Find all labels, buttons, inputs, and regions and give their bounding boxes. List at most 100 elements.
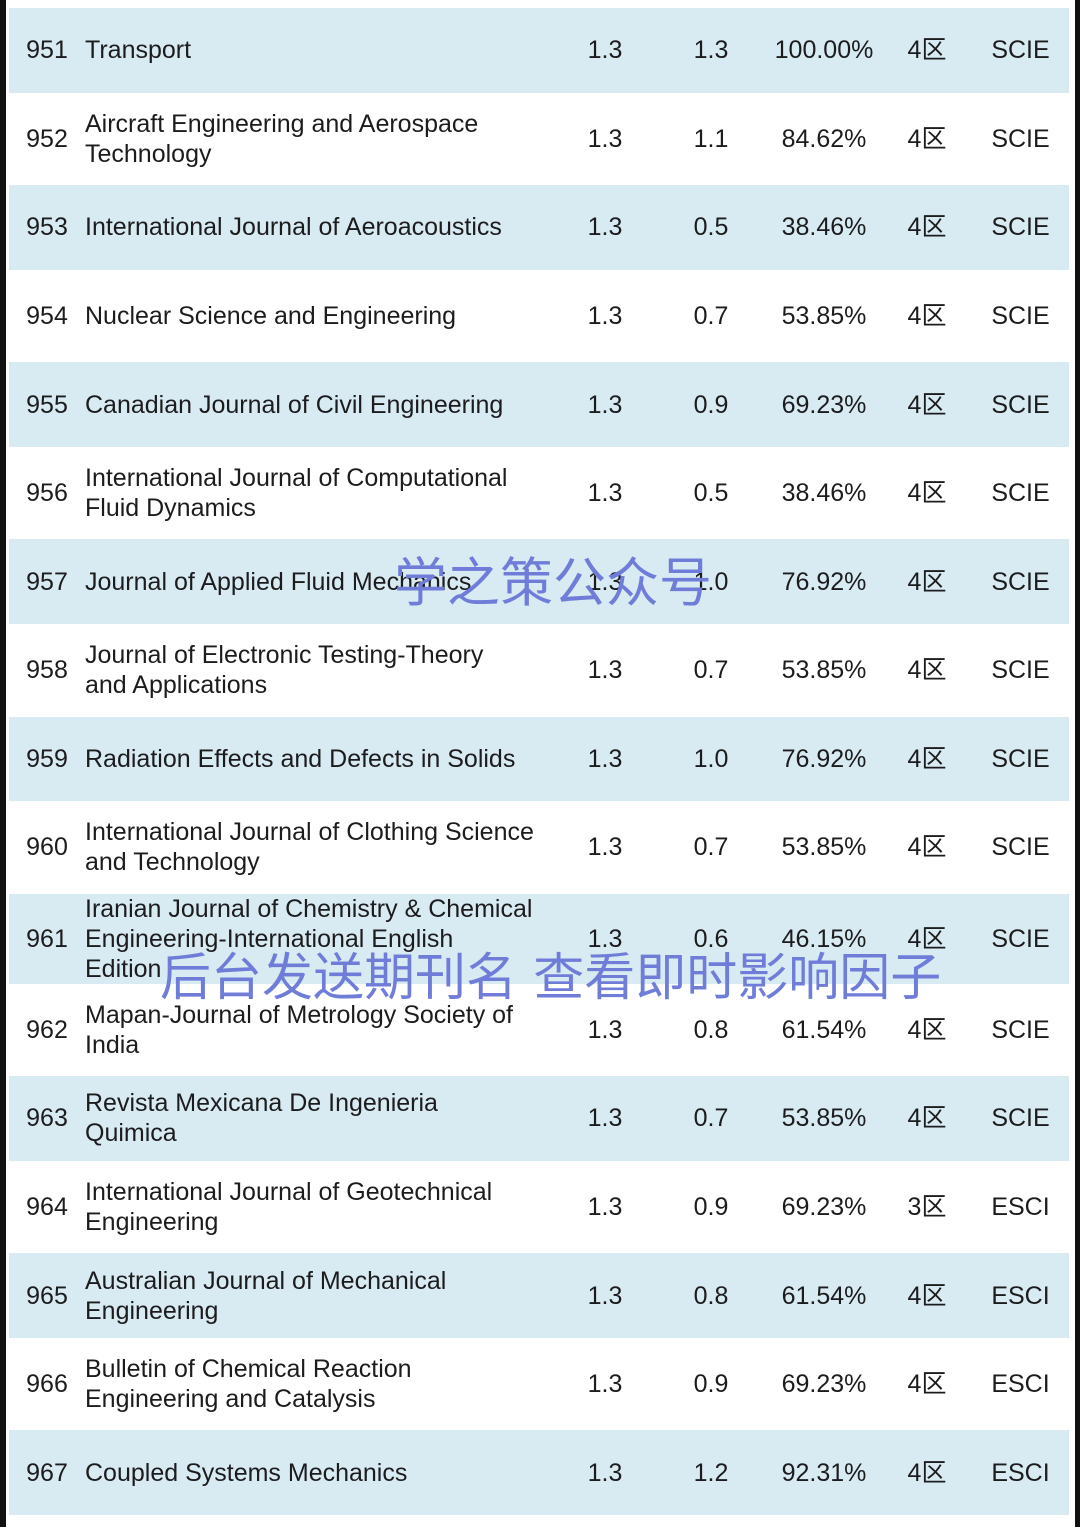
quartile-cell: 4区 (907, 1104, 947, 1133)
percent-cell: 38.46% (781, 479, 867, 508)
index-cell: SCIE (991, 656, 1050, 685)
secondary-if-cell: 0.8 (693, 1281, 729, 1310)
index-cell: SCIE (991, 924, 1050, 953)
journal-name-cell: Nuclear Science and Engineering (85, 301, 457, 330)
table-row: 955 Canadian Journal of Civil Engineerin… (6, 360, 1075, 449)
percent-cell: 53.85% (781, 301, 867, 330)
secondary-if-cell: 1.0 (693, 567, 729, 596)
percent-cell: 53.85% (781, 656, 867, 685)
quartile-cell: 4区 (907, 36, 947, 65)
table-row: 964 International Journal of Geotechnica… (6, 1162, 1075, 1252)
index-cell: SCIE (991, 1015, 1050, 1044)
percent-cell: 46.15% (781, 924, 867, 953)
index-cell: SCIE (991, 833, 1050, 862)
index-cell: ESCI (991, 1458, 1050, 1487)
rank-cell: 955 (26, 390, 68, 419)
quartile-cell: 4区 (907, 1281, 947, 1310)
rank-cell: 964 (26, 1193, 68, 1222)
secondary-if-cell: 0.5 (693, 479, 729, 508)
impact-factor-cell: 1.3 (587, 1458, 623, 1487)
table-row: 953 International Journal of Aeroacousti… (6, 183, 1075, 272)
percent-cell: 53.85% (781, 833, 867, 862)
index-cell: SCIE (991, 390, 1050, 419)
index-cell: SCIE (991, 301, 1050, 330)
table-row: 951 Transport 1.3 1.3 100.00% 4区 SCIE (6, 6, 1075, 95)
percent-cell: 84.62% (781, 124, 867, 153)
impact-factor-cell: 1.3 (587, 833, 623, 862)
rank-cell: 965 (26, 1281, 68, 1310)
table-row: 962 Mapan-Journal of Metrology Society o… (6, 985, 1075, 1075)
secondary-if-cell: 1.1 (693, 124, 729, 153)
secondary-if-cell: 1.3 (693, 36, 729, 65)
rank-cell: 959 (26, 744, 68, 773)
impact-factor-cell: 1.3 (587, 1104, 623, 1133)
table-row: 956 International Journal of Computation… (6, 448, 1075, 538)
impact-factor-cell: 1.3 (587, 567, 623, 596)
rank-cell: 957 (26, 567, 68, 596)
table-row: 965 Australian Journal of Mechanical Eng… (6, 1251, 1075, 1340)
percent-cell: 53.85% (781, 1104, 867, 1133)
right-edge-bar (1075, 0, 1080, 1527)
secondary-if-cell: 1.2 (693, 1458, 729, 1487)
secondary-if-cell: 0.7 (693, 656, 729, 685)
percent-cell: 76.92% (781, 744, 867, 773)
quartile-cell: 4区 (907, 656, 947, 685)
journal-name-cell: Australian Journal of Mechanical Enginee… (85, 1266, 447, 1325)
percent-cell: 69.23% (781, 1193, 867, 1222)
rank-cell: 962 (26, 1015, 68, 1044)
index-cell: SCIE (991, 1104, 1050, 1133)
journal-name-cell: International Journal of Clothing Scienc… (85, 818, 534, 877)
secondary-if-cell: 0.5 (693, 213, 729, 242)
journal-table: 951 Transport 1.3 1.3 100.00% 4区 SCIE 95… (6, 0, 1075, 1527)
journal-name-cell: Journal of Applied Fluid Mechanics (85, 567, 472, 596)
journal-name-cell: Bulletin of Chemical Reaction Engineerin… (85, 1355, 412, 1414)
percent-cell: 69.23% (781, 390, 867, 419)
journal-name-cell: Iranian Journal of Chemistry & Chemical … (85, 894, 533, 983)
secondary-if-cell: 0.7 (693, 1104, 729, 1133)
percent-cell: 69.23% (781, 1370, 867, 1399)
journal-name-cell: Transport (85, 36, 192, 65)
index-cell: SCIE (991, 567, 1050, 596)
percent-cell: 38.46% (781, 213, 867, 242)
journal-name-cell: International Journal of Aeroacoustics (85, 213, 502, 242)
quartile-cell: 4区 (907, 1015, 947, 1044)
table-row: 967 Coupled Systems Mechanics 1.3 1.2 92… (6, 1428, 1075, 1517)
impact-factor-cell: 1.3 (587, 124, 623, 153)
table-row: 961 Iranian Journal of Chemistry & Chemi… (6, 891, 1075, 986)
secondary-if-cell: 0.7 (693, 833, 729, 862)
percent-cell: 100.00% (774, 36, 874, 65)
quartile-cell: 3区 (907, 1193, 947, 1222)
journal-name-cell: International Journal of Geotechnical En… (85, 1178, 493, 1237)
quartile-cell: 4区 (907, 833, 947, 862)
index-cell: SCIE (991, 479, 1050, 508)
quartile-cell: 4区 (907, 301, 947, 330)
percent-cell: 61.54% (781, 1281, 867, 1310)
index-cell: SCIE (991, 36, 1050, 65)
quartile-cell: 4区 (907, 567, 947, 596)
journal-name-cell: International Journal of Computational F… (85, 464, 508, 523)
impact-factor-cell: 1.3 (587, 390, 623, 419)
rank-cell: 960 (26, 833, 68, 862)
journal-name-cell: Aircraft Engineering and Aerospace Techn… (85, 109, 479, 168)
table-row: 952 Aircraft Engineering and Aerospace T… (6, 94, 1075, 184)
journal-name-cell: Coupled Systems Mechanics (85, 1458, 408, 1487)
impact-factor-cell: 1.3 (587, 301, 623, 330)
impact-factor-cell: 1.3 (587, 36, 623, 65)
journal-name-cell: Journal of Electronic Testing-Theory and… (85, 641, 484, 700)
impact-factor-cell: 1.3 (587, 1193, 623, 1222)
index-cell: ESCI (991, 1193, 1050, 1222)
rank-cell: 956 (26, 479, 68, 508)
percent-cell: 76.92% (781, 567, 867, 596)
table-row: 959 Radiation Effects and Defects in Sol… (6, 714, 1075, 804)
journal-name-cell: Revista Mexicana De Ingenieria Quimica (85, 1089, 438, 1148)
table-row: 966 Bulletin of Chemical Reaction Engine… (6, 1339, 1075, 1429)
index-cell: SCIE (991, 124, 1050, 153)
rank-cell: 952 (26, 124, 68, 153)
impact-factor-cell: 1.3 (587, 924, 623, 953)
rank-cell: 954 (26, 301, 68, 330)
impact-factor-cell: 1.3 (587, 213, 623, 242)
index-cell: SCIE (991, 744, 1050, 773)
table-row: 954 Nuclear Science and Engineering 1.3 … (6, 271, 1075, 361)
quartile-cell: 4区 (907, 1370, 947, 1399)
rank-cell: 966 (26, 1370, 68, 1399)
